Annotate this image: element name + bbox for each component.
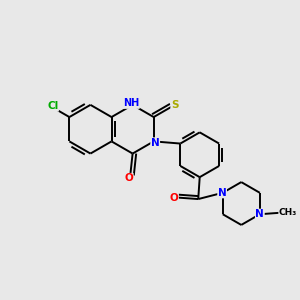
Text: O: O <box>169 193 178 202</box>
Text: S: S <box>171 100 178 110</box>
Text: N: N <box>218 188 226 198</box>
Text: NH: NH <box>123 98 139 108</box>
Text: Cl: Cl <box>47 101 58 111</box>
Text: N: N <box>151 138 160 148</box>
Text: N: N <box>256 209 264 219</box>
Text: CH₃: CH₃ <box>279 208 297 217</box>
Text: O: O <box>124 173 133 183</box>
